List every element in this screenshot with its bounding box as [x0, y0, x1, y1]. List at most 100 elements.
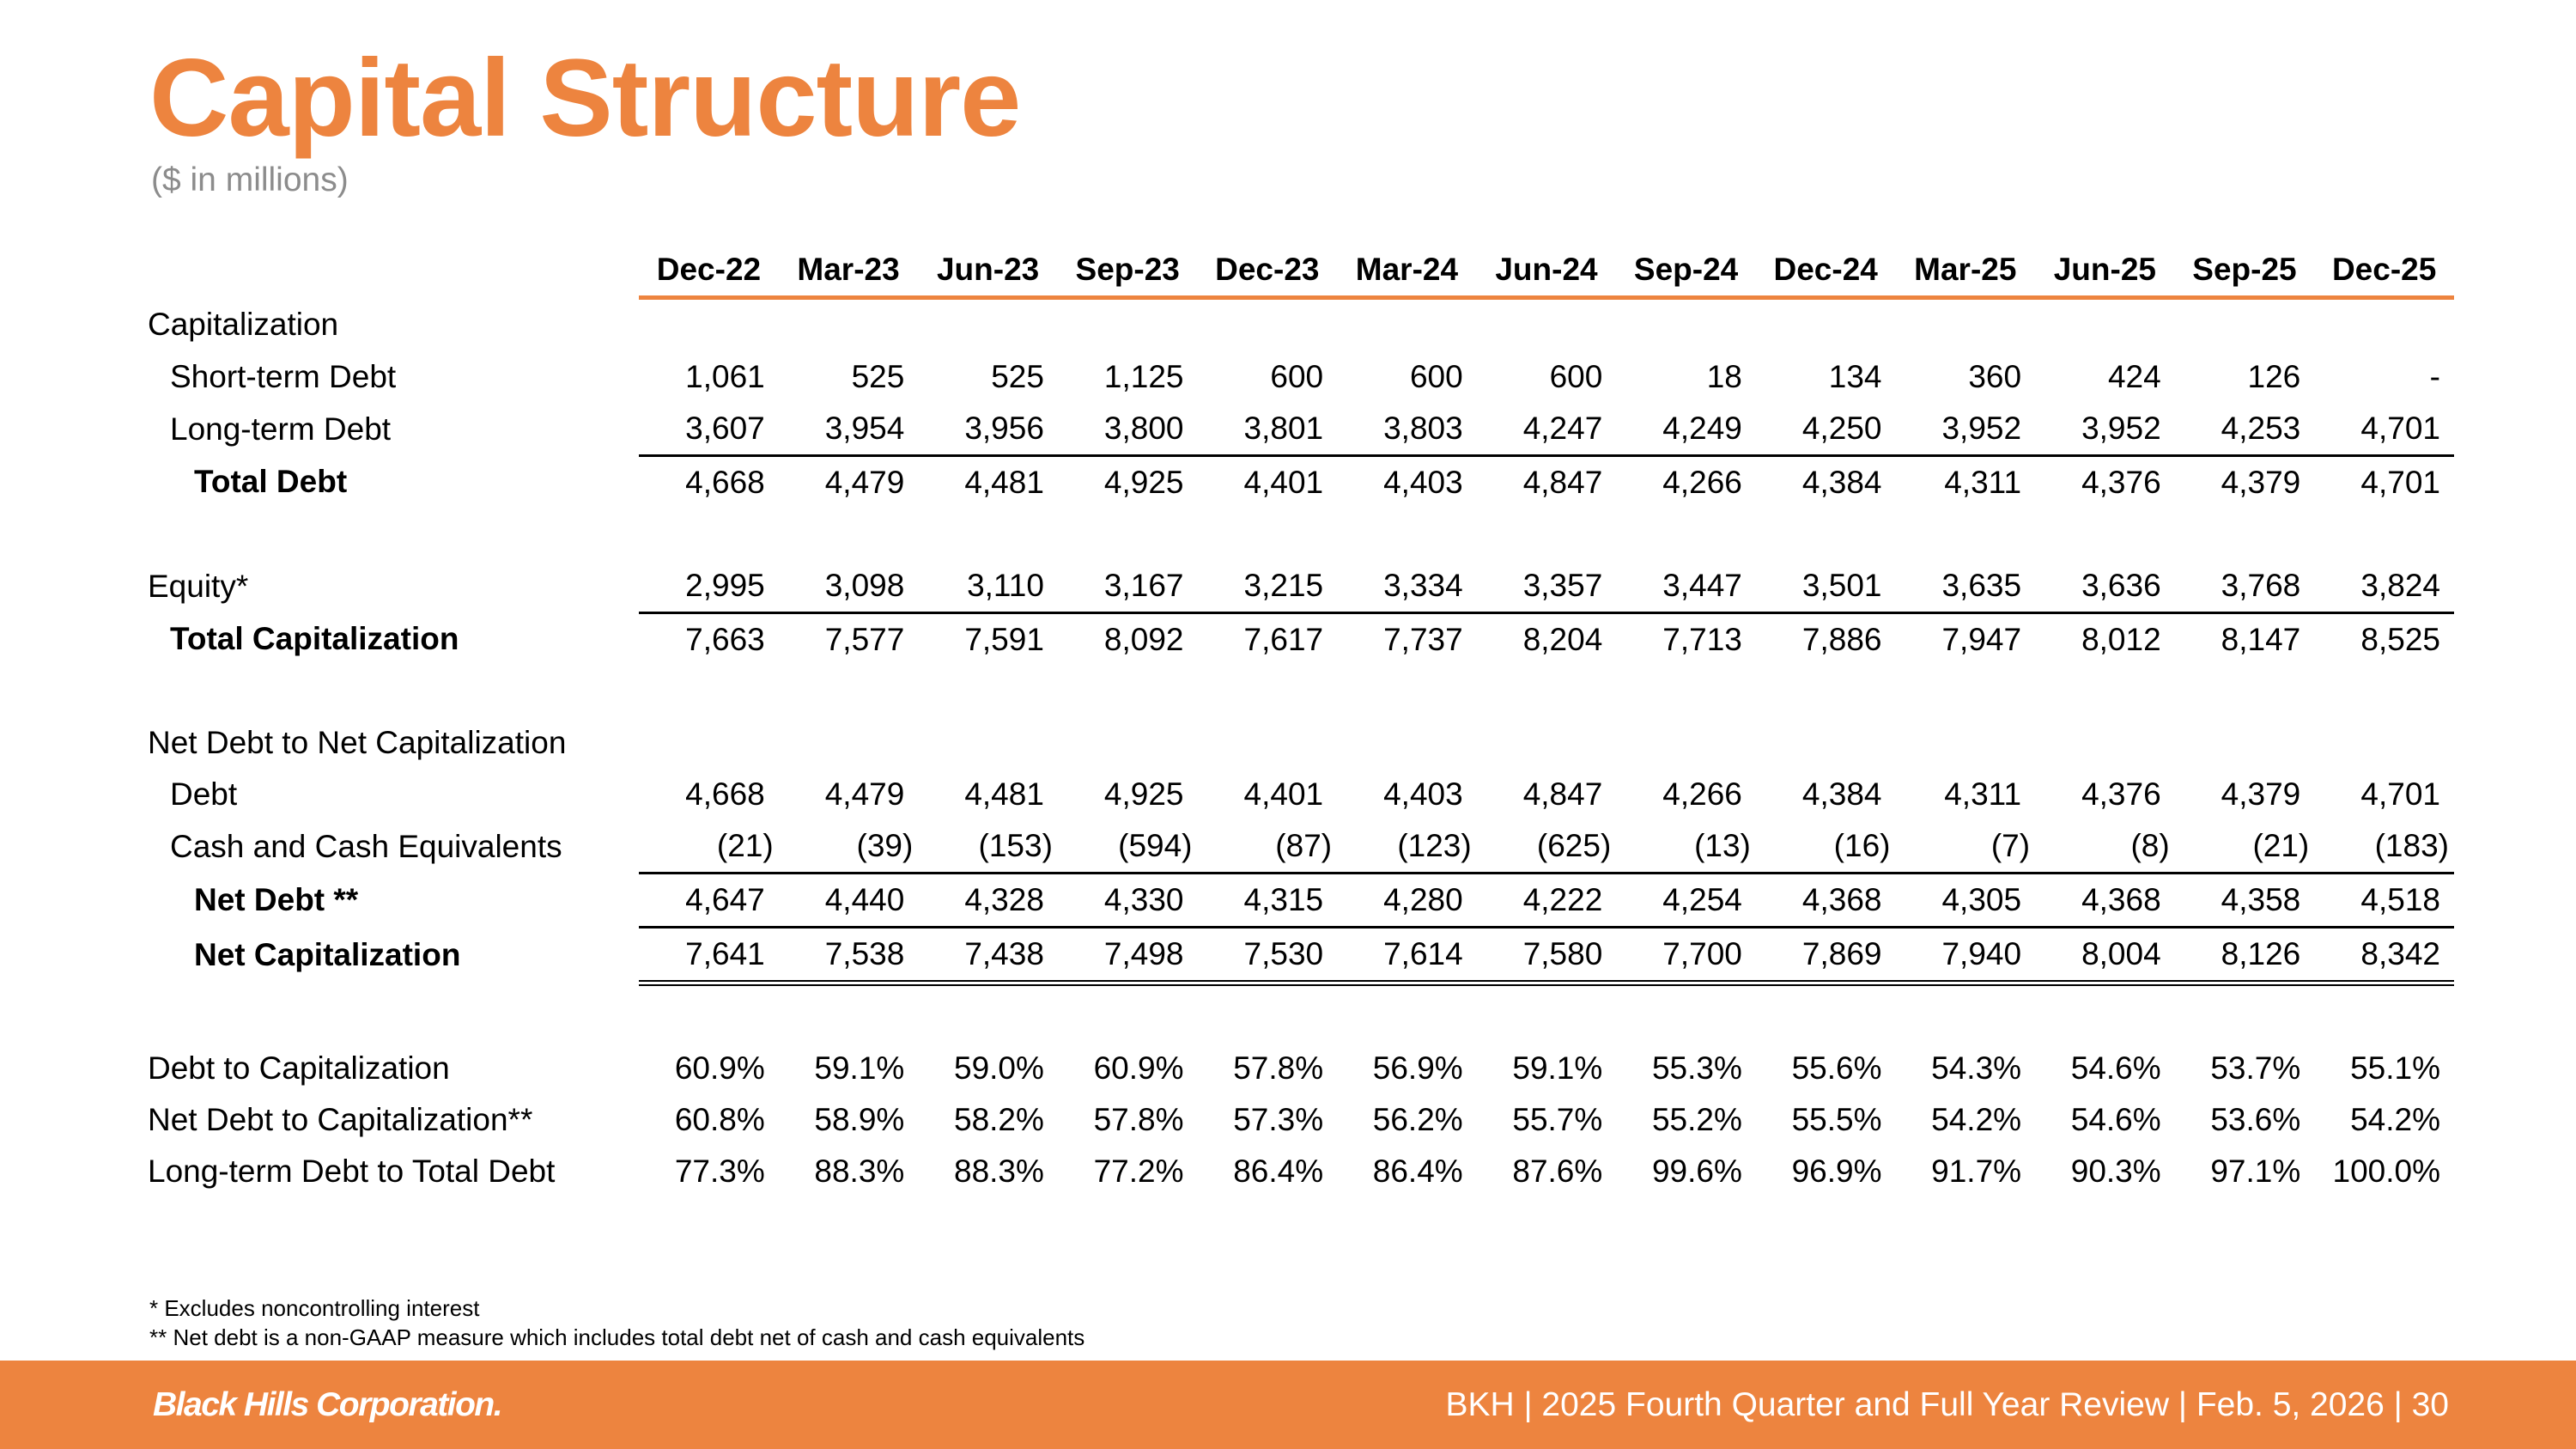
- value-cell: (123): [1397, 828, 1472, 863]
- value-cell: [1616, 717, 1756, 769]
- row-label: Debt to Capitalization: [148, 1050, 450, 1086]
- row-label: Total Debt: [194, 464, 348, 500]
- table-row: Net Debt to Capitalization** 60.8% 58.9% 58…: [141, 1094, 2454, 1146]
- value-cell: (183): [2374, 828, 2449, 863]
- value-cell: 3,098: [824, 568, 905, 603]
- row-label: Net Debt **: [194, 882, 359, 917]
- value-cell: 4,368: [1755, 872, 1896, 928]
- value-cell: 600: [1270, 359, 1324, 394]
- value-cell: 3,334: [1383, 568, 1463, 603]
- value-cell: 54.3%: [1931, 1050, 2022, 1086]
- value-cell: 56.9%: [1372, 1050, 1463, 1086]
- value-cell: 7,700: [1616, 926, 1756, 986]
- value-cell: 4,403: [1337, 454, 1477, 508]
- value-cell: 7,713: [1616, 612, 1756, 666]
- value-cell: 53.6%: [2210, 1102, 2301, 1137]
- value-cell: 77.2%: [1093, 1154, 1184, 1189]
- capital-structure-table: Dec-22 Mar-23 Jun-23 Sep-23 Dec-23 Mar-24 Jun-…: [141, 244, 2454, 1197]
- value-cell: [2314, 717, 2454, 769]
- column-header: Mar-23: [778, 244, 919, 300]
- value-cell: 7,641: [639, 926, 779, 986]
- value-cell: 55.6%: [1791, 1050, 1882, 1086]
- value-cell: 8,012: [2035, 612, 2175, 666]
- value-cell: 7,940: [1895, 926, 2036, 986]
- value-cell: 4,315: [1197, 872, 1338, 928]
- value-cell: 3,952: [2081, 411, 2161, 446]
- value-cell: 424: [2107, 359, 2161, 394]
- value-cell: (8): [2130, 828, 2170, 863]
- value-cell: (21): [2252, 828, 2310, 863]
- value-cell: 99.6%: [1651, 1154, 1742, 1189]
- spacer-cell: [141, 983, 2454, 1044]
- spacer-row: [141, 666, 2454, 717]
- column-header: Sep-25: [2174, 244, 2315, 300]
- value-cell: 91.7%: [1931, 1154, 2022, 1189]
- value-cell: 7,663: [639, 612, 779, 666]
- value-cell: 3,607: [685, 411, 765, 446]
- row-label: Net Capitalization: [194, 937, 461, 972]
- value-cell: [918, 298, 1058, 352]
- value-cell: 4,481: [918, 454, 1058, 508]
- value-cell: 3,447: [1662, 568, 1742, 603]
- value-cell: 8,342: [2314, 926, 2454, 986]
- value-cell: 126: [2247, 359, 2301, 394]
- column-header: Sep-24: [1616, 244, 1756, 300]
- value-cell: 4,403: [1383, 776, 1463, 812]
- value-cell: 58.9%: [814, 1102, 905, 1137]
- table-row: Short-term Debt 1,061 525 525 1,125 600 600 600…: [141, 351, 2454, 403]
- value-cell: [1616, 298, 1756, 352]
- column-header: Jun-23: [918, 244, 1058, 300]
- value-cell: 4,847: [1476, 454, 1617, 508]
- value-cell: 57.3%: [1233, 1102, 1324, 1137]
- value-cell: 96.9%: [1791, 1154, 1882, 1189]
- value-cell: 55.7%: [1512, 1102, 1603, 1137]
- value-cell: 54.6%: [2070, 1050, 2161, 1086]
- value-cell: 4,647: [639, 872, 779, 928]
- value-cell: [1198, 298, 1338, 352]
- value-cell: 3,956: [964, 411, 1044, 446]
- column-header: Dec-23: [1197, 244, 1338, 300]
- value-cell: 86.4%: [1233, 1154, 1324, 1189]
- column-header: Jun-24: [1476, 244, 1617, 300]
- row-label: Cash and Cash Equivalents: [170, 828, 562, 864]
- value-cell: 90.3%: [2070, 1154, 2161, 1189]
- value-cell: 360: [1968, 359, 2022, 394]
- footnote: * Excludes noncontrolling interest: [149, 1295, 480, 1321]
- value-cell: 7,530: [1197, 926, 1338, 986]
- value-cell: 600: [1549, 359, 1603, 394]
- value-cell: 7,737: [1337, 612, 1477, 666]
- footer-text: BKH | 2025 Fourth Quarter and Full Year …: [1445, 1386, 2449, 1423]
- row-label: Long-term Debt: [170, 411, 392, 447]
- value-cell: 3,635: [1941, 568, 2022, 603]
- value-cell: [2035, 717, 2175, 769]
- value-cell: [1058, 298, 1198, 352]
- value-cell: -: [2429, 359, 2440, 394]
- table-row: Equity* 2,995 3,098 3,110 3,167 3,215 3,334 3,3…: [141, 560, 2454, 613]
- value-cell: 59.1%: [1512, 1050, 1603, 1086]
- value-cell: [1756, 298, 1896, 352]
- row-label: Capitalization: [148, 306, 339, 342]
- company-logo: Black Hills Corporation.: [153, 1386, 503, 1423]
- row-label: Short-term Debt: [170, 359, 397, 394]
- value-cell: 4,253: [2221, 411, 2301, 446]
- value-cell: 7,438: [918, 926, 1058, 986]
- value-cell: 3,215: [1243, 568, 1324, 603]
- value-cell: (153): [978, 828, 1053, 863]
- page-subtitle: ($ in millions): [151, 161, 349, 198]
- footer-bar: Black Hills Corporation. BKH | 2025 Four…: [0, 1361, 2576, 1449]
- value-cell: (594): [1118, 828, 1193, 863]
- value-cell: (21): [716, 828, 774, 863]
- value-cell: 4,266: [1662, 776, 1742, 812]
- value-cell: 7,580: [1476, 926, 1617, 986]
- value-cell: 4,222: [1476, 872, 1617, 928]
- table-row: Long-term Debt 3,607 3,954 3,956 3,800 3,801 3…: [141, 403, 2454, 456]
- value-cell: 100.0%: [2332, 1154, 2441, 1189]
- value-cell: [639, 298, 779, 352]
- value-cell: 4,701: [2360, 411, 2440, 446]
- value-cell: 4,379: [2221, 776, 2301, 812]
- value-cell: 59.1%: [814, 1050, 905, 1086]
- value-cell: 134: [1828, 359, 1882, 394]
- value-cell: [2175, 298, 2315, 352]
- value-cell: 8,004: [2035, 926, 2175, 986]
- value-cell: 4,401: [1197, 454, 1338, 508]
